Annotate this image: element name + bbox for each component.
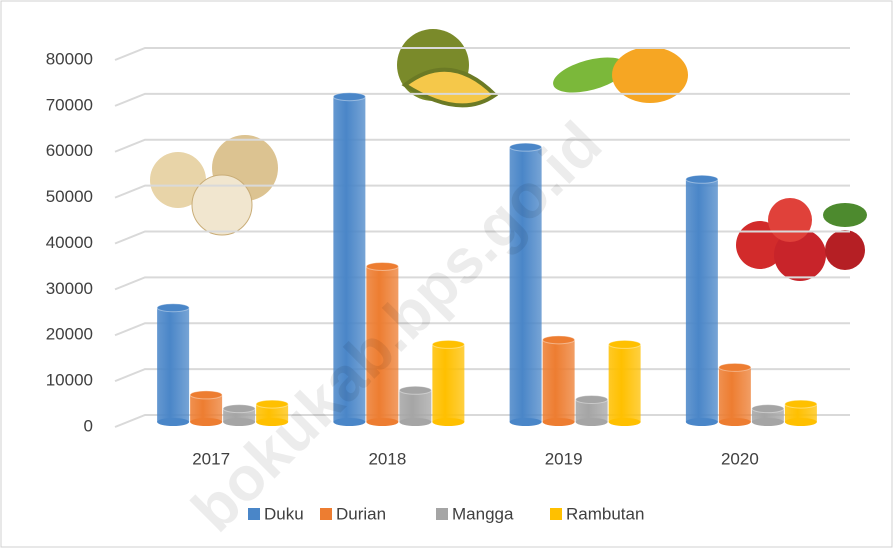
y-tick-label: 10000: [46, 371, 93, 390]
bar-base: [366, 418, 398, 426]
bar: [686, 179, 718, 422]
y-tick-label: 30000: [46, 279, 93, 298]
y-tick-label: 20000: [46, 325, 93, 344]
y-tick-label: 70000: [46, 95, 93, 114]
bar: [719, 367, 751, 422]
bar-base: [157, 418, 189, 426]
bar-cap: [157, 304, 189, 312]
x-tick-label: 2020: [721, 449, 759, 468]
bar-cap: [686, 175, 718, 183]
x-tick-label: 2019: [545, 449, 583, 468]
bar-cap: [752, 405, 784, 413]
bar-base: [432, 418, 464, 426]
bar: [543, 340, 575, 422]
bar-cap: [609, 340, 641, 348]
legend-swatch: [550, 508, 562, 520]
y-tick-label: 50000: [46, 187, 93, 206]
bar-base: [609, 418, 641, 426]
legend-swatch: [320, 508, 332, 520]
bar-cap: [399, 386, 431, 394]
bar-base: [543, 418, 575, 426]
bar-base: [576, 418, 608, 426]
bar-base: [752, 418, 784, 426]
page: {"chart_data": {"type": "bar", "categori…: [0, 0, 893, 553]
bar-base: [785, 418, 817, 426]
bar-cap: [366, 262, 398, 270]
bar: [609, 344, 641, 422]
bar-base: [719, 418, 751, 426]
bar: [399, 390, 431, 422]
bar-base: [399, 418, 431, 426]
bar-cap: [223, 405, 255, 413]
bar-base: [510, 418, 542, 426]
bar-cap: [576, 395, 608, 403]
legend-label: Durian: [336, 504, 386, 523]
bar-cap: [190, 391, 222, 399]
bar-base: [686, 418, 718, 426]
chart: 0 10000 20000 30000 40000 50000 60000 70000 8000…: [0, 0, 893, 548]
y-tick-label: 80000: [46, 49, 93, 68]
x-tick-label: 2018: [368, 449, 406, 468]
y-tick-label: 0: [84, 416, 93, 435]
bar-cap: [432, 340, 464, 348]
bar-cap: [333, 93, 365, 101]
y-tick-label: 60000: [46, 141, 93, 160]
legend-swatch: [436, 508, 448, 520]
y-tick-label: 40000: [46, 233, 93, 252]
bar-cap: [719, 363, 751, 371]
bar-cap: [785, 400, 817, 408]
legend-label: Mangga: [452, 504, 514, 523]
bar: [432, 344, 464, 422]
legend-label: Duku: [264, 504, 304, 523]
legend-label: Rambutan: [566, 504, 644, 523]
bar-cap: [543, 336, 575, 344]
bar-base: [190, 418, 222, 426]
bar: [157, 308, 189, 422]
